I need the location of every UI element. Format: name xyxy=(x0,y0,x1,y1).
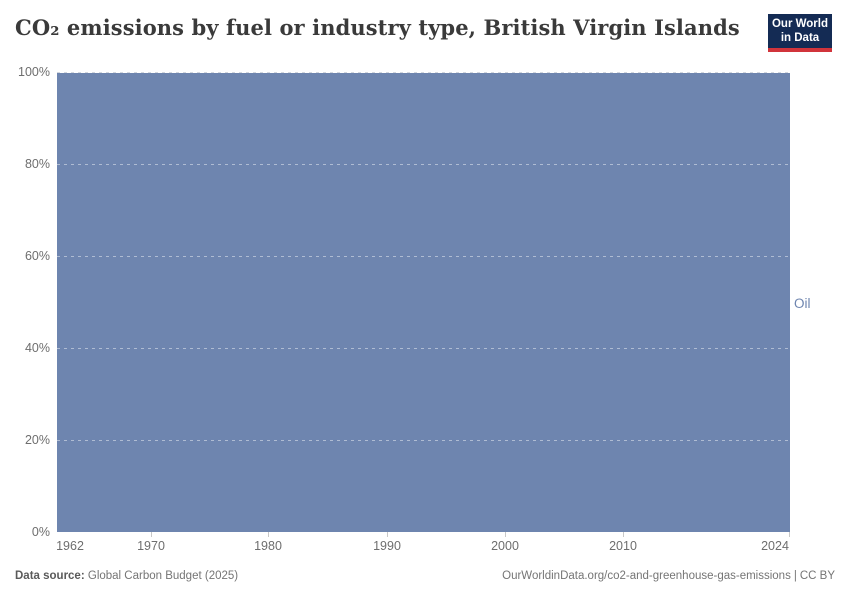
chart-footer: Data source: Global Carbon Budget (2025)… xyxy=(15,569,835,584)
x-axis-tick xyxy=(387,532,388,537)
gridline-100 xyxy=(57,72,790,73)
x-axis-tick xyxy=(789,532,790,537)
x-axis-tick xyxy=(623,532,624,537)
x-axis-tick-label: 1970 xyxy=(137,539,165,553)
y-axis-tick-label: 20% xyxy=(24,433,50,447)
data-source-note: Data source: Global Carbon Budget (2025) xyxy=(15,569,238,584)
x-axis-tick xyxy=(505,532,506,537)
x-axis-tick-label: 1962 xyxy=(56,539,84,553)
license-link[interactable]: CC BY xyxy=(799,570,835,582)
x-axis-tick-label: 2000 xyxy=(491,539,519,553)
y-axis-tick-label: 0% xyxy=(31,525,50,539)
y-axis-tick-label: 80% xyxy=(24,157,50,171)
owid-logo: Our World in Data xyxy=(768,14,832,52)
chart-plot-area[interactable] xyxy=(57,73,790,532)
gridline-20 xyxy=(57,440,790,441)
owid-logo-line1: Our World xyxy=(771,18,828,30)
x-axis-tick-label: 2024 xyxy=(761,539,789,553)
y-axis-tick-label: 60% xyxy=(24,249,50,263)
y-axis-tick-label: 40% xyxy=(24,341,50,355)
footer-separator: | xyxy=(793,570,797,582)
gridline-60 xyxy=(57,256,790,257)
x-axis-tick xyxy=(151,532,152,537)
x-axis-tick-label: 2010 xyxy=(609,539,637,553)
footer-attribution: OurWorldinData.org/co2-and-greenhouse-ga… xyxy=(502,569,835,584)
page-title: CO₂ emissions by fuel or industry type, … xyxy=(15,15,740,40)
data-source-value: Global Carbon Budget (2025) xyxy=(87,570,239,582)
x-axis-tick-label: 1990 xyxy=(373,539,401,553)
gridline-80 xyxy=(57,164,790,165)
x-axis-tick-label: 1980 xyxy=(254,539,282,553)
owid-logo-line2: in Data xyxy=(780,32,820,44)
series-label-oil: Oil xyxy=(794,296,811,311)
data-source-label: Data source: xyxy=(15,570,85,582)
gridline-40 xyxy=(57,348,790,349)
x-axis-tick xyxy=(268,532,269,537)
y-axis-tick-label: 100% xyxy=(18,65,50,79)
owid-url-link[interactable]: OurWorldinData.org/co2-and-greenhouse-ga… xyxy=(502,570,791,582)
